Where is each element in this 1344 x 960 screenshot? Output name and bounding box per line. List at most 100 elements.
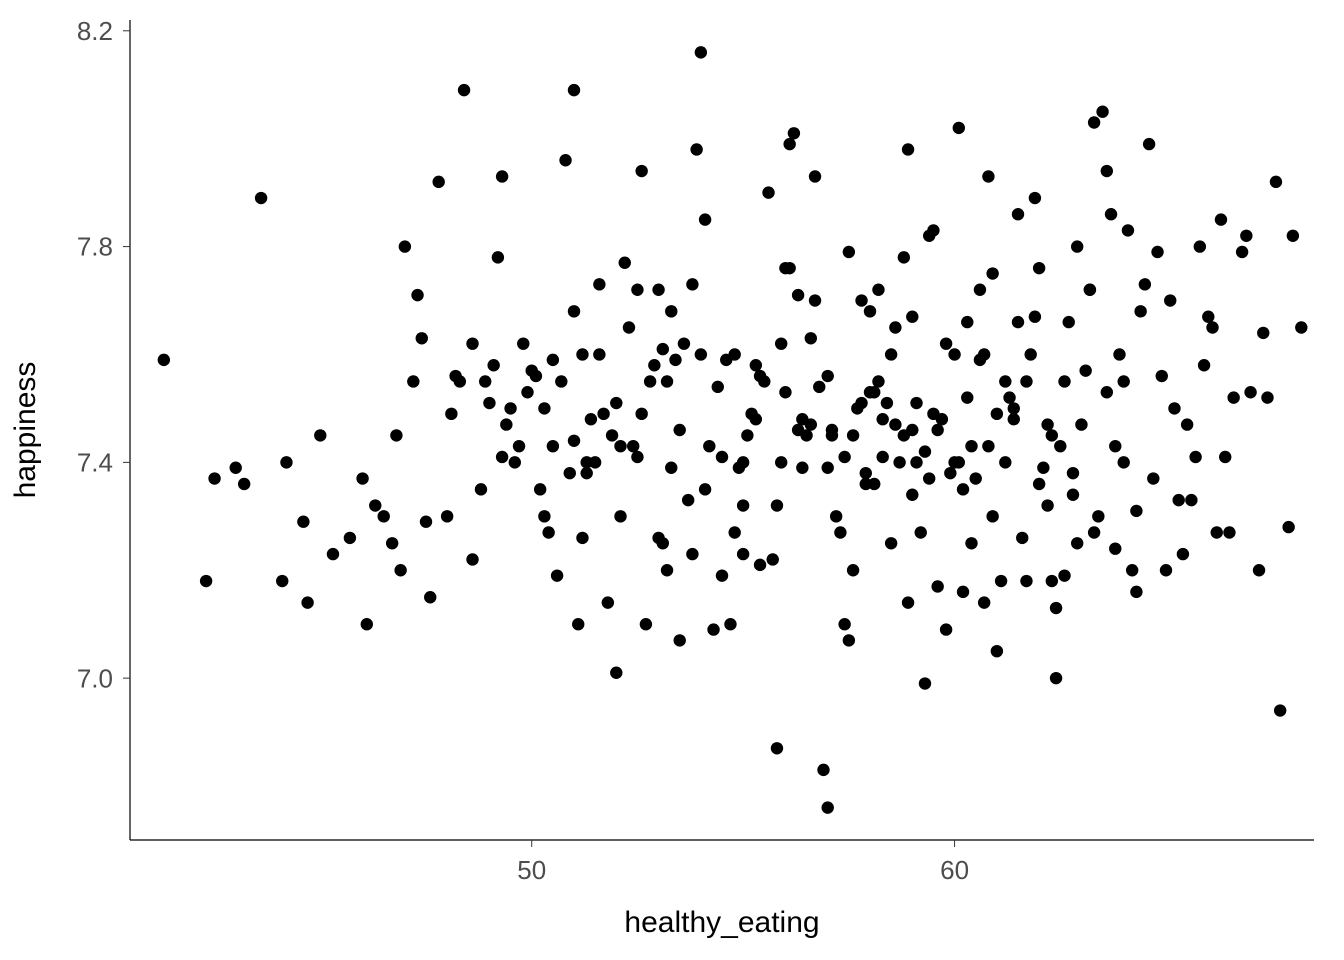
data-point — [881, 397, 893, 409]
data-point — [1041, 418, 1053, 430]
x-axis-label: healthy_eating — [624, 906, 819, 939]
data-point — [978, 348, 990, 360]
data-point — [936, 413, 948, 425]
data-point — [635, 408, 647, 420]
data-point — [449, 370, 461, 382]
data-point — [555, 375, 567, 387]
data-point — [1046, 429, 1058, 441]
data-point — [986, 267, 998, 279]
data-point — [898, 251, 910, 263]
data-point — [665, 462, 677, 474]
data-point — [1118, 375, 1130, 387]
data-point — [822, 370, 834, 382]
data-point — [1211, 526, 1223, 538]
data-point — [1071, 240, 1083, 252]
data-point — [961, 316, 973, 328]
data-point — [822, 462, 834, 474]
data-point — [724, 618, 736, 630]
data-point — [754, 559, 766, 571]
data-point — [834, 526, 846, 538]
data-point — [982, 440, 994, 452]
data-point — [1189, 451, 1201, 463]
data-point — [1029, 311, 1041, 323]
data-point — [614, 440, 626, 452]
data-point — [356, 472, 368, 484]
data-point — [623, 321, 635, 333]
data-point — [483, 397, 495, 409]
data-point — [1088, 116, 1100, 128]
data-point — [674, 634, 686, 646]
data-point — [923, 472, 935, 484]
data-point — [513, 440, 525, 452]
data-point — [864, 386, 876, 398]
data-point — [707, 623, 719, 635]
data-point — [538, 510, 550, 522]
data-point — [720, 354, 732, 366]
data-point — [872, 375, 884, 387]
data-point — [703, 440, 715, 452]
data-point — [716, 569, 728, 581]
data-point — [855, 397, 867, 409]
data-point — [551, 569, 563, 581]
data-point — [631, 284, 643, 296]
data-point — [542, 526, 554, 538]
data-point — [538, 402, 550, 414]
data-point — [855, 294, 867, 306]
data-point — [1063, 316, 1075, 328]
data-point — [1168, 402, 1180, 414]
data-point — [1244, 386, 1256, 398]
data-point — [445, 408, 457, 420]
data-point — [1096, 106, 1108, 118]
data-point — [733, 462, 745, 474]
data-point — [1219, 451, 1231, 463]
data-point — [991, 645, 1003, 657]
data-point — [492, 251, 504, 263]
data-point — [576, 532, 588, 544]
data-point — [593, 278, 605, 290]
data-point — [1227, 391, 1239, 403]
y-axis-label: happiness — [9, 362, 42, 499]
data-point — [1050, 602, 1062, 614]
data-point — [458, 84, 470, 96]
data-point — [961, 391, 973, 403]
data-point — [432, 176, 444, 188]
data-point — [792, 289, 804, 301]
data-point — [965, 440, 977, 452]
chart-background — [0, 0, 1344, 960]
data-point — [1071, 537, 1083, 549]
data-point — [1008, 413, 1020, 425]
data-point — [1033, 478, 1045, 490]
data-point — [1236, 246, 1248, 258]
data-point — [564, 467, 576, 479]
data-point — [1058, 375, 1070, 387]
data-point — [1088, 526, 1100, 538]
data-point — [1122, 224, 1134, 236]
data-point — [783, 262, 795, 274]
data-point — [399, 240, 411, 252]
data-point — [1223, 526, 1235, 538]
data-point — [822, 801, 834, 813]
data-point — [919, 677, 931, 689]
data-point — [1257, 327, 1269, 339]
data-point — [576, 348, 588, 360]
data-point — [547, 440, 559, 452]
data-point — [1079, 364, 1091, 376]
data-point — [580, 467, 592, 479]
data-point — [1046, 575, 1058, 587]
data-point — [1067, 467, 1079, 479]
data-point — [378, 510, 390, 522]
data-point — [1109, 440, 1121, 452]
data-point — [466, 337, 478, 349]
data-point — [775, 337, 787, 349]
data-point — [762, 186, 774, 198]
data-point — [238, 478, 250, 490]
data-point — [805, 418, 817, 430]
data-point — [496, 451, 508, 463]
data-point — [1270, 176, 1282, 188]
data-point — [1020, 375, 1032, 387]
data-point — [864, 305, 876, 317]
data-point — [1151, 246, 1163, 258]
data-point — [970, 472, 982, 484]
data-point — [1054, 440, 1066, 452]
data-point — [1164, 294, 1176, 306]
